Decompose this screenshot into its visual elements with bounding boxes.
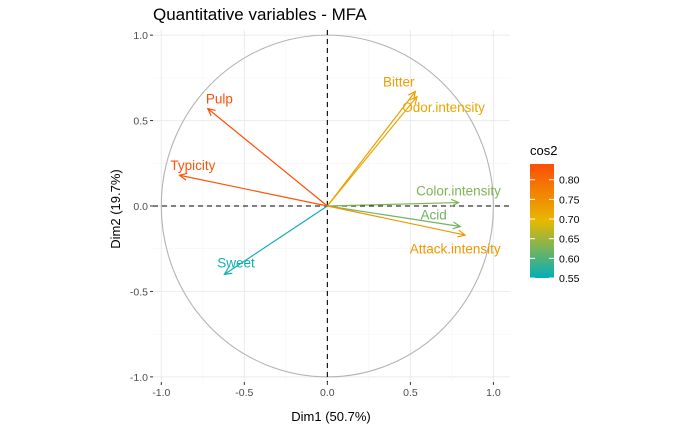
variable-arrow-color-intensity — [327, 198, 460, 207]
legend: cos2 0.55 0.60 0.65 0.70 0.75 0.80 — [530, 143, 580, 285]
legend-tick-label: 0.80 — [559, 175, 580, 187]
y-tick-label: 1.0 — [133, 30, 148, 42]
legend-title: cos2 — [530, 143, 557, 158]
y-tick-label: -1.0 — [130, 372, 148, 384]
variable-arrow-sweet — [223, 205, 328, 276]
variable-label-attack-intensity: Attack.intensity — [410, 242, 501, 257]
arrow-shaft — [326, 96, 418, 207]
arrow-shaft — [327, 205, 461, 228]
variable-label-bitter: Bitter — [383, 74, 415, 89]
y-tick-label: 0.5 — [133, 116, 148, 128]
variable-arrow-attack-intensity — [327, 205, 467, 238]
legend-tick-label: 0.55 — [559, 273, 580, 285]
arrow-head — [457, 229, 467, 238]
arrow-head — [450, 198, 460, 207]
arrow-head — [223, 267, 233, 276]
variable-label-color-intensity: Color.intensity — [416, 184, 501, 199]
variable-arrow-odor-intensity — [326, 95, 418, 207]
x-tick-label: -1.0 — [152, 387, 170, 399]
y-tick-label: -0.5 — [130, 286, 148, 298]
x-tick-label: 1.0 — [486, 387, 501, 399]
y-axis-ticks: -1.0 -0.5 0.0 0.5 1.0 — [130, 30, 153, 384]
variable-arrow-acid — [327, 205, 462, 230]
y-axis-title: Dim2 (19.7%) — [108, 169, 123, 248]
y-tick-label: 0.0 — [133, 201, 148, 213]
variable-label-pulp: Pulp — [206, 91, 233, 106]
legend-colorbar — [530, 164, 554, 278]
legend-tick-label: 0.75 — [559, 194, 580, 206]
variable-arrow-typicity — [178, 172, 328, 207]
plot-panel: Pulp Typicity Bitter Odor.intensity Color.in… — [153, 30, 510, 382]
arrow-shaft — [326, 91, 416, 207]
legend-ticks: 0.55 0.60 0.65 0.70 0.75 0.80 — [530, 175, 580, 285]
variable-arrow-pulp — [206, 107, 328, 207]
variable-label-sweet: Sweet — [217, 255, 255, 270]
variable-label-typicity: Typicity — [170, 158, 215, 173]
legend-tick-label: 0.70 — [559, 214, 580, 226]
x-axis-title: Dim1 (50.7%) — [291, 409, 370, 424]
variable-arrow-bitter — [326, 90, 417, 207]
arrow-head — [452, 221, 462, 230]
arrow-shaft — [207, 108, 328, 207]
variable-labels: Pulp Typicity Bitter Odor.intensity Color.in… — [170, 74, 501, 270]
arrow-head — [407, 90, 417, 100]
x-tick-label: 0.5 — [403, 387, 418, 399]
arrow-shaft — [327, 201, 459, 207]
arrow-head — [409, 95, 418, 105]
chart-title: Quantitative variables - MFA — [153, 5, 367, 24]
x-tick-label: -0.5 — [235, 387, 253, 399]
legend-tick-label: 0.60 — [559, 253, 580, 265]
legend-tick-label: 0.65 — [559, 234, 580, 246]
arrow-shaft — [224, 205, 328, 275]
arrow-shaft — [179, 174, 328, 207]
arrow-head — [206, 107, 216, 117]
variable-arrows — [178, 90, 467, 276]
arrow-head — [178, 172, 188, 181]
arrow-shaft — [327, 205, 466, 236]
x-tick-label: 0.0 — [320, 387, 335, 399]
variable-label-acid: Acid — [420, 208, 446, 223]
x-axis-ticks: -1.0 -0.5 0.0 0.5 1.0 — [152, 382, 501, 399]
variable-label-odor-intensity: Odor.intensity — [402, 100, 485, 115]
